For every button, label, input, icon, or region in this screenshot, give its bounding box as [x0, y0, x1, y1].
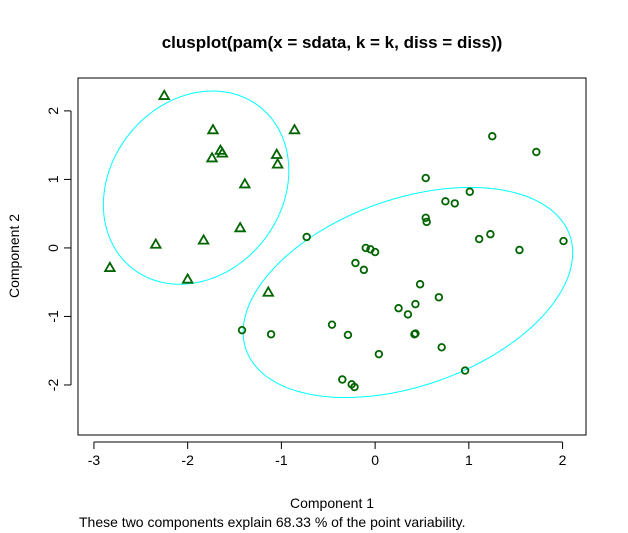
circle-point — [421, 173, 430, 183]
triangle-point — [216, 146, 229, 158]
circle-point — [351, 258, 360, 268]
y-tick-label: -1 — [45, 310, 61, 323]
circle-point — [415, 280, 425, 289]
y-tick-label: 0 — [45, 244, 61, 252]
triangle-point — [205, 151, 219, 163]
circle-point — [361, 243, 370, 253]
y-tick-label: -2 — [45, 379, 61, 392]
circle-point — [474, 234, 484, 244]
chart-title: clusplot(pam(x = sdata, k = k, diss = di… — [162, 33, 503, 52]
x-tick-label: 2 — [559, 452, 567, 468]
triangle-point — [181, 272, 194, 284]
y-tick-label: 1 — [45, 175, 61, 183]
triangle-point — [261, 285, 275, 297]
circle-point — [266, 330, 276, 339]
circle-point — [460, 366, 470, 375]
variability-caption: These two components explain 68.33 % of … — [79, 514, 466, 530]
x-axis: -3 -2 -1 0 1 2 — [88, 441, 567, 468]
triangle-point — [270, 147, 284, 159]
circle-point — [374, 349, 384, 359]
triangle-point — [206, 123, 220, 135]
circle-point — [515, 245, 524, 255]
triangle-point — [288, 123, 301, 135]
y-tick-label: 2 — [45, 107, 61, 115]
cluster-ellipse-2 — [242, 186, 574, 399]
circle-point — [421, 213, 430, 222]
triangle-point — [149, 237, 163, 249]
circle-point — [559, 236, 568, 246]
x-tick-label: -2 — [181, 452, 194, 468]
x-axis-label: Component 1 — [290, 495, 374, 511]
triangle-point — [271, 157, 284, 169]
circle-point — [437, 343, 446, 352]
cluster-ellipse-1 — [102, 90, 290, 285]
x-tick-label: -3 — [88, 452, 101, 468]
y-axis: -2 -1 0 1 2 — [45, 107, 72, 392]
triangle-point — [197, 233, 210, 245]
circle-point — [441, 197, 450, 206]
circle-point — [422, 217, 431, 227]
circle-point — [403, 310, 413, 319]
circle-point — [488, 132, 497, 141]
y-axis-label: Component 2 — [6, 214, 22, 298]
circle-point — [343, 330, 353, 340]
triangle-point — [157, 89, 171, 100]
circle-point — [486, 230, 495, 239]
circle-point — [465, 187, 474, 196]
circle-point — [302, 232, 311, 242]
triangle-point — [238, 177, 252, 189]
circle-point — [434, 293, 444, 302]
circle-point — [350, 382, 359, 392]
circle-point — [394, 304, 403, 313]
cluster-ellipses — [102, 90, 574, 399]
circle-point — [359, 265, 369, 275]
x-tick-label: 0 — [371, 452, 379, 468]
x-tick-label: -1 — [275, 452, 288, 468]
circle-point — [532, 147, 541, 157]
circle-point — [237, 325, 247, 335]
circle-point — [327, 320, 337, 329]
x-tick-label: 1 — [465, 452, 473, 468]
circle-point — [370, 247, 380, 257]
circle-point — [338, 375, 347, 384]
triangle-point — [233, 221, 247, 233]
plot-frame — [77, 77, 587, 436]
triangle-point — [103, 261, 117, 272]
circle-point — [450, 199, 459, 208]
circle-point — [410, 330, 419, 339]
circle-point — [411, 299, 420, 309]
data-points — [103, 89, 568, 392]
